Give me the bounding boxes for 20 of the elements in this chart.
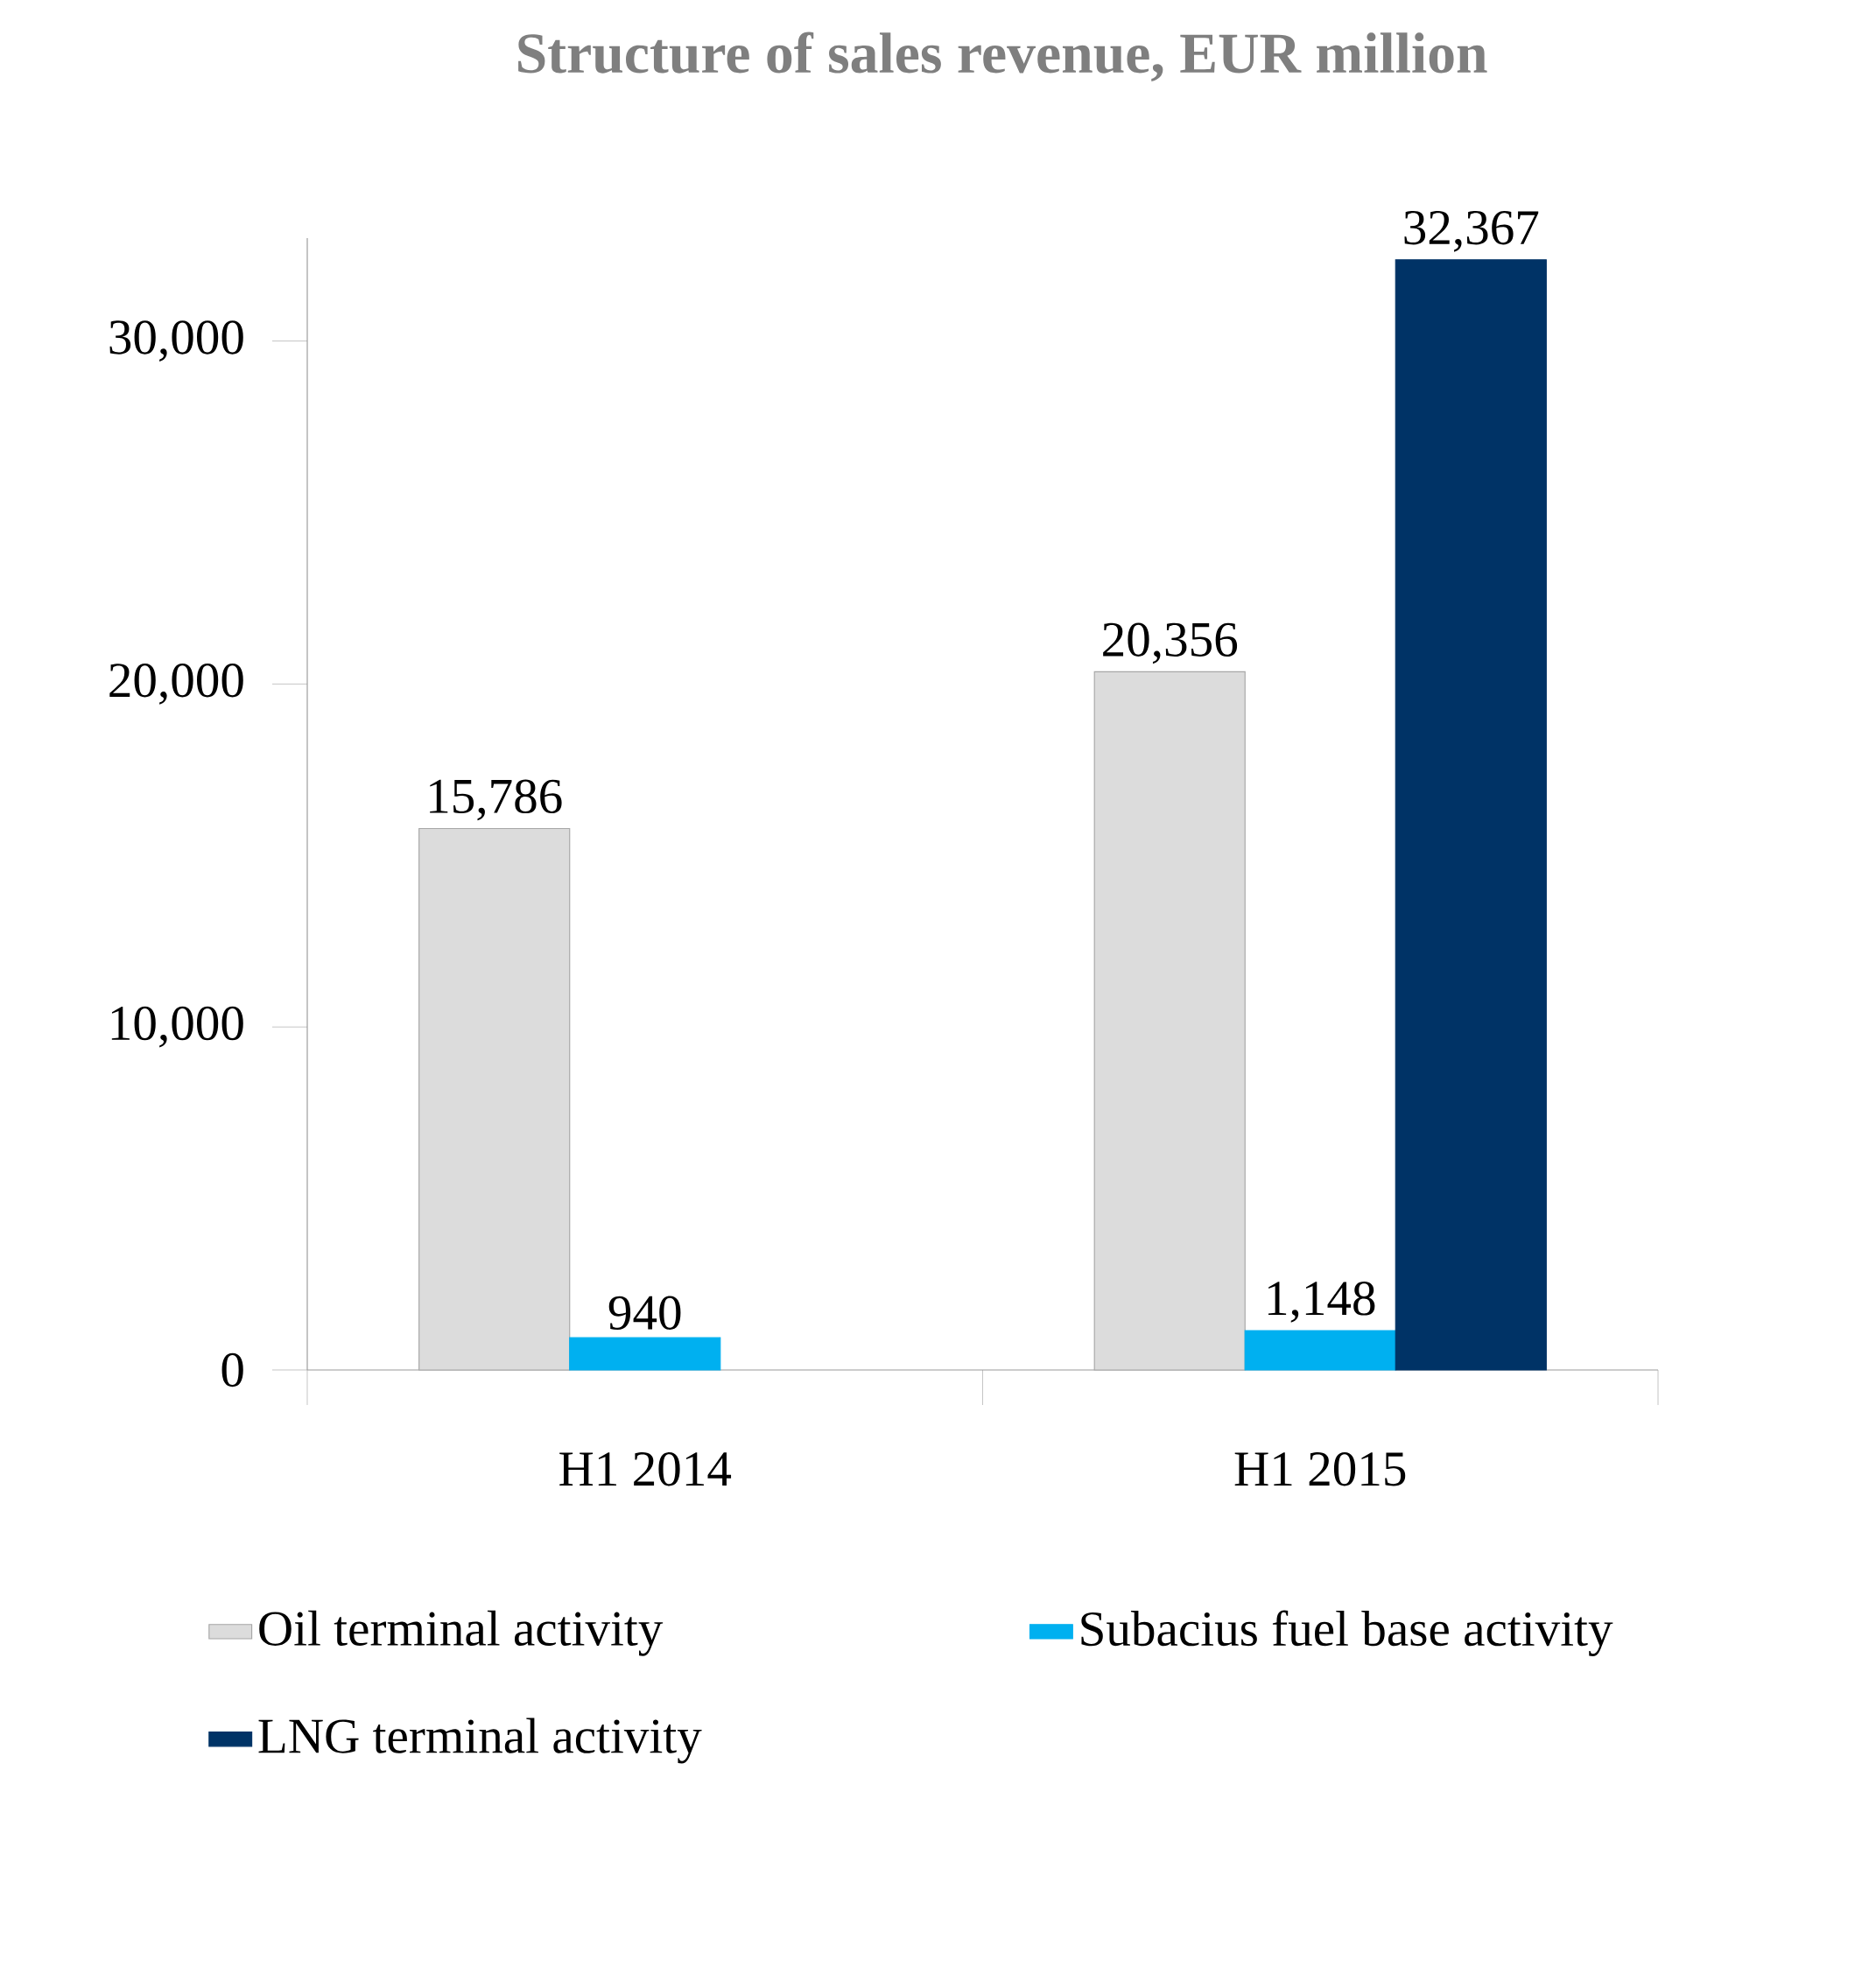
data-label: 1,148 (1268, 1282, 1375, 1323)
bar (1395, 259, 1547, 1371)
legend-label: Oil terminal activity (259, 1610, 664, 1656)
legend-label: LNG terminal activity (258, 1718, 702, 1764)
data-label: 940 (608, 1296, 681, 1330)
data-label: 15,786 (430, 779, 562, 821)
legend-label: Subacius fuel base activity (1081, 1610, 1613, 1657)
y-tick-label: 30,000 (109, 320, 243, 362)
data-label: 20,356 (1103, 622, 1238, 664)
y-tick-label: 10,000 (111, 1006, 243, 1048)
data-label: 32,367 (1404, 211, 1539, 252)
y-tick-label: 0 (221, 1352, 243, 1387)
y-tick-label: 20,000 (109, 663, 243, 705)
x-tick-label: H1 2015 (1234, 1451, 1406, 1486)
chart-title: Structure of sales revenue, EUR million (518, 32, 1487, 81)
x-tick-label: H1 2014 (559, 1451, 732, 1486)
bar (418, 827, 571, 1371)
bar (1093, 671, 1246, 1371)
bar (1244, 1330, 1396, 1371)
bar (569, 1337, 721, 1371)
